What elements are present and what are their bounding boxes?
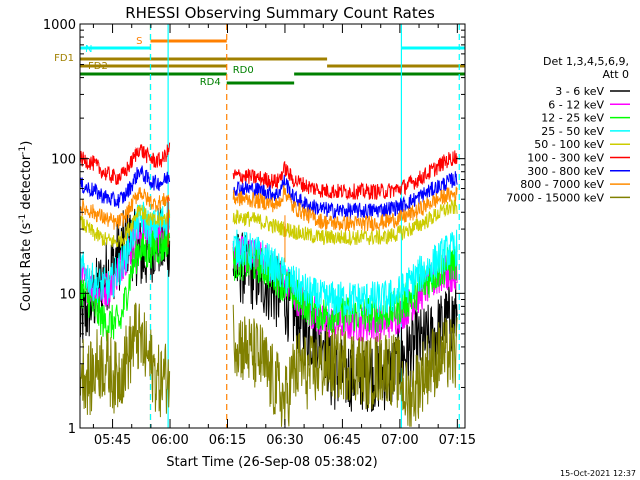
x-tick-label: 05:45: [94, 433, 131, 448]
state-bar-label: N: [85, 44, 92, 55]
state-bar-label: S: [136, 36, 142, 47]
timestamp: 15-Oct-2021 12:37: [560, 469, 636, 478]
legend-label: 25 - 50 keV: [541, 125, 604, 138]
legend-title: Att 0: [603, 68, 629, 81]
y-axis-label-part: Count Rate (s: [19, 223, 34, 312]
legend-label: 100 - 300 keV: [527, 152, 604, 165]
legend-label: 6 - 12 keV: [548, 98, 604, 111]
legend-label: 300 - 800 keV: [527, 165, 604, 178]
series-line-7000-15000keV: [79, 302, 171, 418]
x-tick-label: 06:00: [151, 433, 188, 448]
y-tick-label: 1: [68, 422, 76, 437]
y-axis-label-part: detector: [19, 154, 34, 214]
legend-label: 12 - 25 keV: [541, 112, 604, 125]
x-tick-label: 06:30: [266, 433, 303, 448]
x-tick-label: 07:00: [381, 433, 418, 448]
legend-label: 50 - 100 keV: [534, 138, 604, 151]
series-line-50-100keV: [79, 204, 171, 248]
x-tick-label: 07:15: [439, 433, 476, 448]
state-bar-label: FD2: [88, 61, 108, 72]
series-line-300-800keV: [79, 165, 171, 209]
step-markers: [167, 196, 286, 263]
y-axis-label-part: -1: [18, 214, 28, 223]
series-line-300-800keV: [232, 171, 458, 220]
state-bar-label: RD4: [200, 77, 221, 88]
x-tick-label: 06:45: [324, 433, 361, 448]
series-line-7000-15000keV: [232, 304, 458, 427]
series-lines: [79, 142, 458, 427]
series-line-25-50keV: [232, 229, 458, 318]
series-line-25-50keV: [79, 201, 171, 305]
x-axis-label: Start Time (26-Sep-08 05:38:02): [166, 455, 377, 470]
y-axis-label-part: ): [19, 141, 34, 146]
chart-title: RHESSI Observing Summary Count Rates: [125, 4, 435, 22]
y-tick-label: 100: [51, 153, 76, 168]
legend-label: 3 - 6 keV: [555, 85, 604, 98]
series-line-12-25keV: [79, 223, 171, 342]
legend-label: 7000 - 15000 keV: [506, 191, 604, 204]
series-line-800-7000keV: [232, 184, 458, 232]
x-tick-label: 06:15: [209, 433, 246, 448]
series-line-50-100keV: [232, 199, 458, 246]
legend-label: 800 - 7000 keV: [520, 178, 604, 191]
state-bar-label: RD0: [233, 65, 254, 76]
y-axis-label-part: -1: [18, 146, 28, 155]
y-tick-label: 1000: [43, 18, 76, 33]
axes: 05:45 06:00 06:15 06:30 06:45 07:00 07:15 1 10 10…: [43, 18, 476, 448]
legend-title: Det 1,3,4,5,6,9,: [543, 55, 629, 68]
y-tick-label: 10: [59, 287, 76, 302]
plot-frame: [79, 23, 466, 429]
state-bar-label: FD1: [54, 53, 74, 64]
series-line-800-7000keV: [79, 187, 171, 230]
state-bars: S N FD1 FD2 RD0 RD4: [54, 36, 465, 88]
y-axis-label: Count Rate (s-1 detector-1): [18, 141, 34, 312]
series-line-100-300keV: [79, 142, 171, 185]
